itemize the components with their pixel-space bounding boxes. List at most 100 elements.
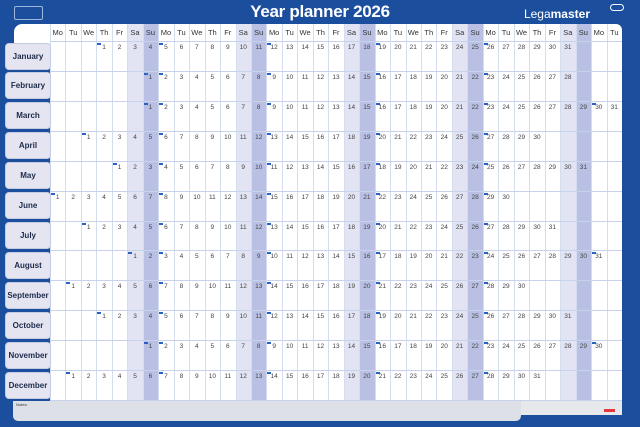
day-cell[interactable]: 24 (409, 193, 417, 201)
day-cell[interactable]: 15 (316, 44, 325, 51)
day-cell[interactable]: 14 (255, 193, 263, 201)
day-cell[interactable]: 10 (286, 343, 294, 351)
day-cell[interactable]: 5 (210, 73, 215, 81)
day-cell[interactable]: 28 (564, 73, 572, 81)
day-cell[interactable]: 1 (148, 103, 153, 111)
day-cell[interactable]: 19 (409, 253, 417, 261)
day-cell[interactable]: 1 (102, 44, 106, 51)
day-cell[interactable]: 19 (425, 103, 433, 111)
day-cell[interactable]: 3 (102, 283, 106, 291)
month-tab-august[interactable]: August (5, 251, 51, 279)
day-cell[interactable]: 2 (117, 44, 122, 51)
day-cell[interactable]: 20 (378, 223, 386, 231)
day-cell[interactable]: 12 (270, 44, 278, 51)
day-cell[interactable]: 1 (86, 223, 91, 231)
day-cell[interactable]: 17 (394, 73, 402, 81)
day-cell[interactable]: 8 (225, 163, 230, 171)
day-cell[interactable]: 18 (347, 133, 356, 141)
day-cell[interactable]: 2 (164, 343, 168, 351)
day-cell[interactable]: 26 (486, 44, 495, 51)
day-cell[interactable]: 11 (286, 253, 293, 261)
day-cell[interactable]: 29 (548, 163, 557, 171)
day-cell[interactable]: 6 (179, 313, 184, 321)
day-cell[interactable]: 10 (286, 73, 294, 81)
day-cell[interactable]: 1 (148, 343, 153, 351)
day-cell[interactable]: 6 (179, 44, 184, 51)
day-cell[interactable]: 6 (164, 223, 168, 231)
day-cell[interactable]: 12 (224, 193, 232, 201)
day-cell[interactable]: 2 (148, 253, 153, 261)
day-cell[interactable]: 24 (502, 343, 510, 351)
day-cell[interactable]: 12 (255, 133, 263, 141)
day-cell[interactable]: 17 (394, 103, 402, 111)
day-cell[interactable]: 10 (208, 373, 216, 381)
day-cell[interactable]: 7 (164, 283, 168, 291)
day-cell[interactable]: 31 (564, 313, 572, 321)
day-cell[interactable]: 23 (440, 313, 448, 321)
day-cell[interactable]: 30 (517, 283, 526, 291)
day-cell[interactable]: 20 (409, 163, 417, 171)
day-cell[interactable]: 16 (378, 73, 386, 81)
day-cell[interactable]: 20 (394, 44, 402, 51)
day-cell[interactable]: 21 (456, 73, 464, 81)
day-cell[interactable]: 28 (564, 103, 572, 111)
day-cell[interactable]: 23 (425, 223, 433, 231)
day-cell[interactable]: 24 (502, 103, 510, 111)
day-cell[interactable]: 26 (486, 313, 495, 321)
day-cell[interactable]: 1 (148, 73, 153, 81)
day-cell[interactable]: 26 (471, 223, 479, 231)
day-cell[interactable]: 18 (316, 193, 325, 201)
day-cell[interactable]: 3 (117, 133, 122, 141)
day-cell[interactable]: 22 (394, 373, 402, 381)
day-cell[interactable]: 3 (117, 223, 122, 231)
day-cell[interactable]: 19 (347, 373, 356, 381)
day-cell[interactable]: 16 (332, 313, 340, 321)
day-cell[interactable]: 28 (486, 373, 495, 381)
day-cell[interactable]: 28 (548, 253, 557, 261)
day-cell[interactable]: 20 (440, 343, 448, 351)
day-cell[interactable]: 10 (255, 163, 263, 171)
day-cell[interactable]: 27 (502, 313, 510, 321)
day-cell[interactable]: 16 (301, 373, 309, 381)
day-cell[interactable]: 7 (241, 73, 246, 81)
day-cell[interactable]: 9 (272, 73, 276, 81)
day-cell[interactable]: 22 (425, 313, 433, 321)
day-cell[interactable]: 25 (517, 73, 526, 81)
day-cell[interactable]: 12 (255, 223, 263, 231)
day-cell[interactable]: 18 (332, 373, 340, 381)
day-cell[interactable]: 6 (225, 103, 230, 111)
day-cell[interactable]: 13 (332, 343, 340, 351)
day-cell[interactable]: 14 (270, 373, 278, 381)
day-cell[interactable]: 1 (133, 253, 137, 261)
day-cell[interactable]: 9 (272, 343, 276, 351)
day-cell[interactable]: 12 (286, 163, 294, 171)
day-cell[interactable]: 10 (224, 223, 232, 231)
day-cell[interactable]: 5 (179, 163, 184, 171)
day-cell[interactable]: 13 (332, 103, 340, 111)
day-cell[interactable]: 13 (286, 44, 294, 51)
day-cell[interactable]: 3 (179, 73, 184, 81)
day-cell[interactable]: 27 (502, 44, 510, 51)
day-cell[interactable]: 26 (502, 163, 510, 171)
day-cell[interactable]: 25 (471, 44, 479, 51)
day-cell[interactable]: 7 (225, 253, 230, 261)
day-cell[interactable]: 13 (239, 193, 247, 201)
day-cell[interactable]: 4 (148, 44, 153, 51)
day-cell[interactable]: 20 (347, 193, 356, 201)
day-cell[interactable]: 8 (179, 373, 184, 381)
day-cell[interactable]: 26 (517, 253, 526, 261)
day-cell[interactable]: 16 (378, 343, 386, 351)
day-cell[interactable]: 10 (224, 133, 232, 141)
day-cell[interactable]: 1 (117, 163, 122, 171)
day-cell[interactable]: 10 (239, 313, 247, 321)
day-cell[interactable]: 1 (102, 313, 106, 321)
day-cell[interactable]: 22 (409, 223, 417, 231)
day-cell[interactable]: 8 (256, 73, 261, 81)
day-cell[interactable]: 25 (456, 223, 464, 231)
day-cell[interactable]: 6 (210, 253, 215, 261)
day-cell[interactable]: 5 (164, 44, 168, 51)
day-cell[interactable]: 12 (316, 343, 325, 351)
day-cell[interactable]: 17 (301, 193, 309, 201)
day-cell[interactable]: 9 (225, 44, 230, 51)
day-cell[interactable]: 28 (471, 193, 479, 201)
